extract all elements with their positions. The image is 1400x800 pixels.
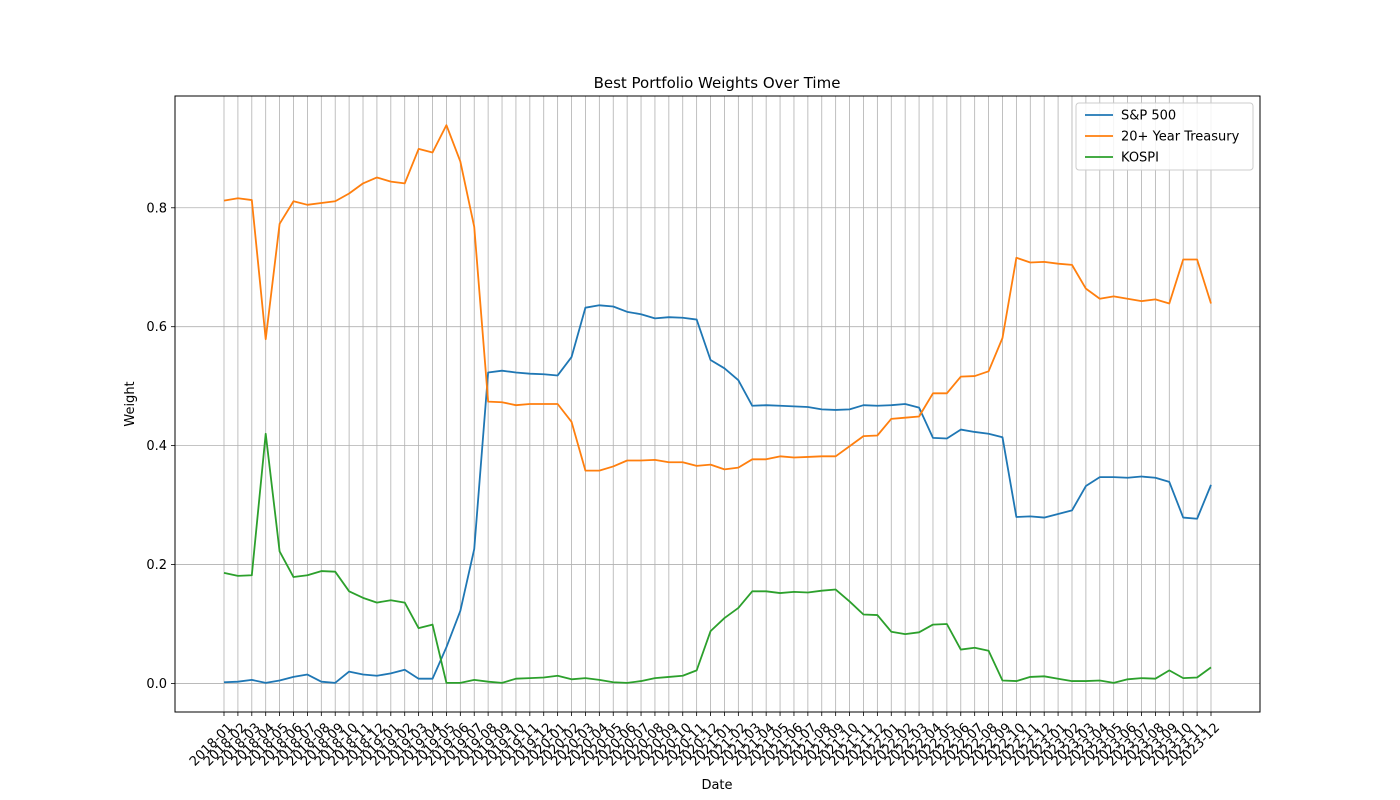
plot-frame [174, 95, 1261, 713]
series-line-s-p-500 [223, 304, 1212, 684]
series-line-20-year-treasury [223, 124, 1212, 472]
series-lines [223, 124, 1212, 684]
y-axis-label: Weight [123, 381, 138, 426]
y-tick-label: 0.0 [146, 677, 167, 692]
x-axis-label: Date [701, 778, 732, 793]
grid-lines [175, 96, 1260, 712]
legend-label: KOSPI [1121, 151, 1159, 166]
y-tick-label: 0.4 [146, 439, 167, 454]
series-line-kospi [223, 432, 1212, 684]
chart-title: Best Portfolio Weights Over Time [594, 74, 841, 92]
legend-box [1075, 102, 1254, 171]
legend-label: 20+ Year Treasury [1121, 130, 1240, 145]
legend-label: S&P 500 [1121, 109, 1176, 124]
y-tick-label: 0.8 [146, 201, 167, 216]
y-tick-label: 0.6 [146, 320, 167, 335]
legend: S&P 500 20+ Year Treasury KOSPI [1075, 102, 1254, 171]
x-axis-ticks: 2018-012018-022018-032018-042018-052018-… [187, 712, 1223, 769]
y-tick-label: 0.2 [146, 558, 167, 573]
y-axis-ticks: 0.0 0.2 0.4 0.6 0.8 [146, 201, 175, 692]
